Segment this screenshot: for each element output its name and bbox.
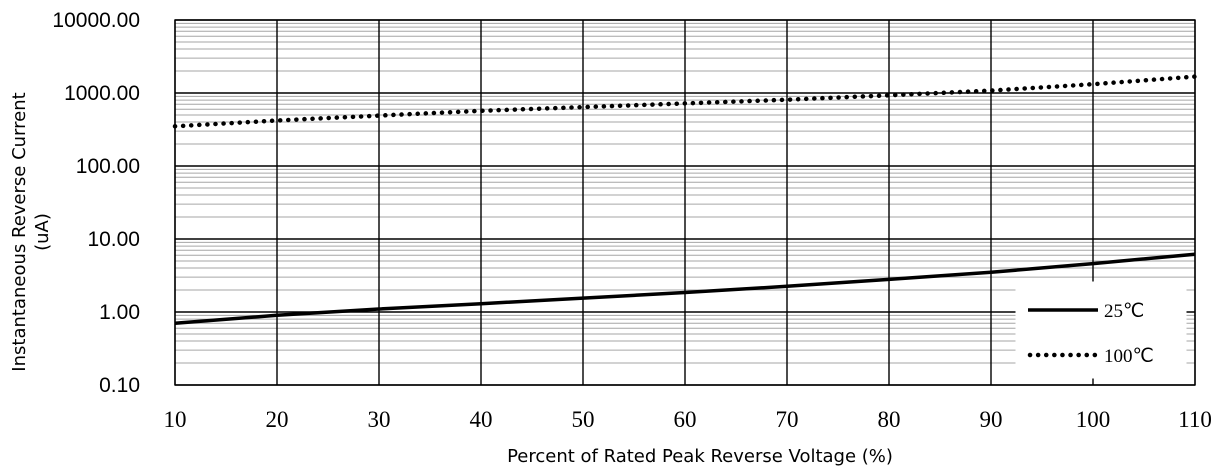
legend-label-25c: 25℃ — [1104, 301, 1144, 322]
x-tick-label: 10 — [164, 407, 187, 432]
y-tick-label: 1000.00 — [64, 82, 140, 105]
x-tick-label: 60 — [674, 407, 697, 432]
x-tick-label: 80 — [878, 407, 901, 432]
series-line-25c — [174, 252, 1196, 326]
y-tick-label: 10000.00 — [52, 9, 140, 32]
x-tick-label: 50 — [572, 407, 595, 432]
plot-border — [174, 19, 1196, 386]
x-tick-label: 110 — [1178, 407, 1212, 432]
legend-box — [1015, 281, 1187, 379]
y-tick-label: 0.10 — [99, 374, 140, 397]
x-tick-label: 90 — [980, 407, 1003, 432]
y-tick-label: 1.00 — [99, 301, 140, 324]
x-tick-label: 30 — [368, 407, 391, 432]
x-axis-ticks: 10 20 30 40 50 60 70 80 90 100 110 — [164, 407, 1212, 432]
x-tick-label: 40 — [470, 407, 493, 432]
y-tick-label: 100.00 — [76, 155, 140, 178]
x-tick-label: 70 — [776, 407, 799, 432]
plot-frame — [174, 19, 1196, 386]
legend: 25℃ 100℃ — [1015, 281, 1187, 379]
series-line-100c — [172, 74, 1198, 129]
y-tick-label: 10.00 — [87, 228, 140, 251]
x-axis-label: Percent of Rated Peak Reverse Voltage (%… — [507, 446, 893, 467]
series-layer — [172, 74, 1198, 326]
y-axis-label: Instantaneous Reverse Current — [9, 92, 30, 371]
y-axis-label-unit: (uA) — [32, 213, 53, 251]
y-axis-ticks: 0.10 1.00 10.00 100.00 1000.00 10000.00 — [52, 9, 140, 397]
x-tick-label: 20 — [266, 407, 289, 432]
x-tick-label: 100 — [1076, 407, 1111, 432]
legend-label-100c: 100℃ — [1104, 346, 1154, 367]
